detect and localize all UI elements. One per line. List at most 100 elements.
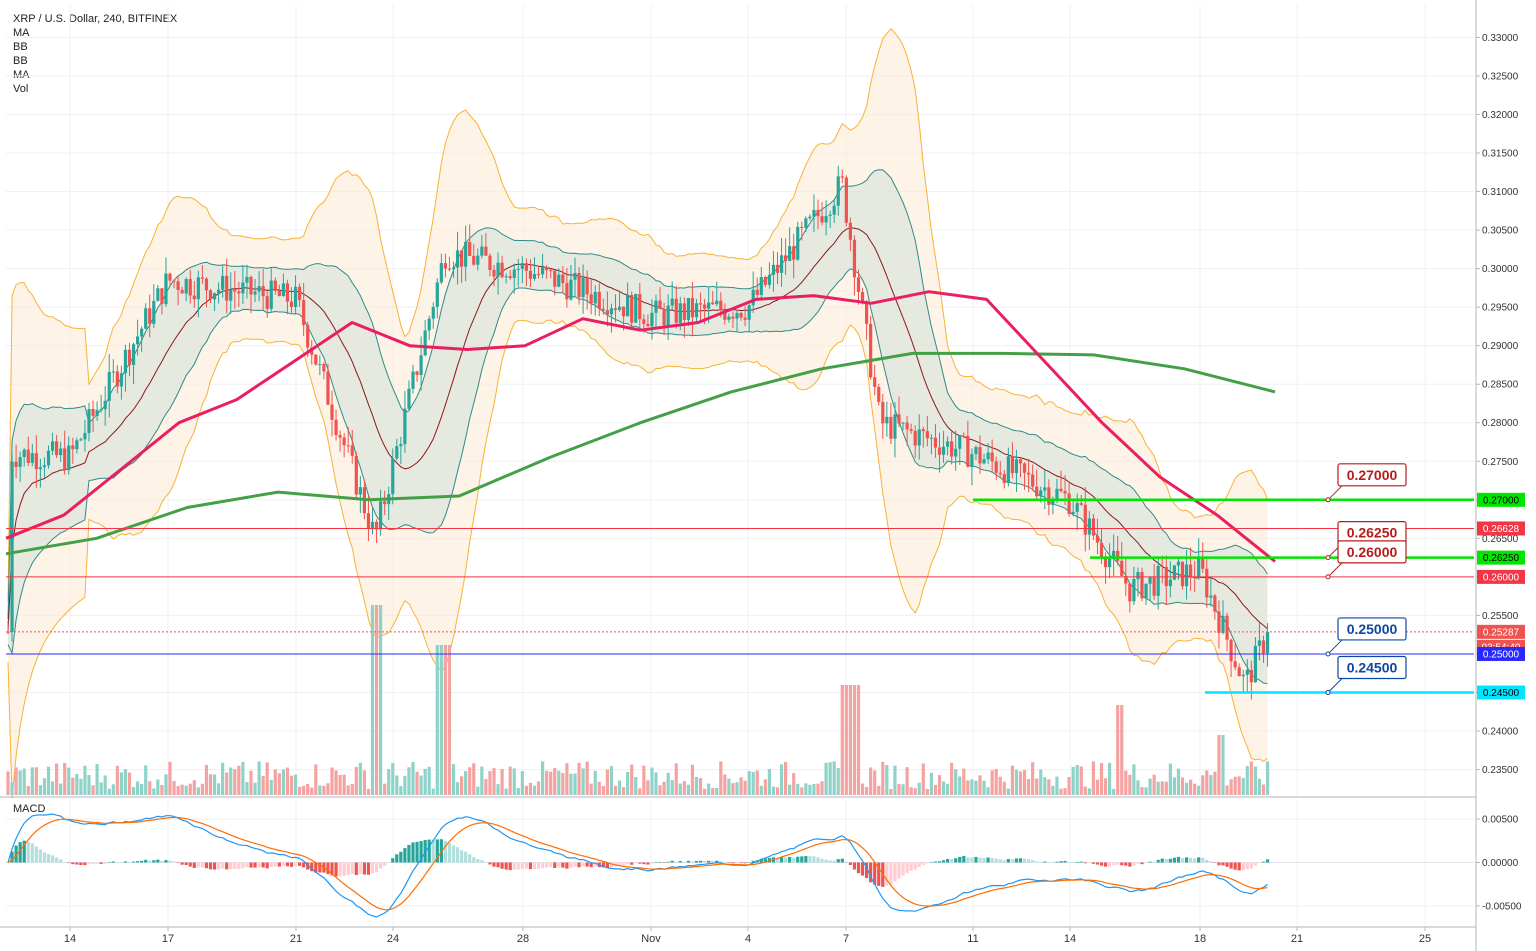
candle-body [994, 461, 998, 473]
macd-histogram-bar [557, 862, 561, 868]
volume-bar [212, 774, 217, 795]
indicator-ma-2[interactable]: MA [13, 69, 30, 81]
macd-histogram-bar [1164, 858, 1168, 863]
macd-histogram-bar [172, 861, 176, 863]
macd-histogram-bar [1148, 861, 1152, 863]
volume-bar [626, 771, 630, 795]
volume-bar [38, 785, 42, 795]
volume-bar [1071, 766, 1075, 795]
y-tick-label: 0.30000 [1482, 264, 1519, 275]
macd-histogram-bar [111, 861, 115, 863]
volume-bar [427, 766, 431, 795]
macd-histogram-bar [666, 861, 670, 863]
candle-body [690, 297, 695, 318]
bb-outer-fill [8, 28, 1268, 799]
macd-histogram-bar [727, 862, 731, 863]
candle-body [1172, 565, 1176, 580]
candle-body [824, 215, 828, 223]
macd-histogram-bar [1031, 860, 1035, 863]
callout-label: 0.25000 [1347, 621, 1398, 637]
macd-histogram-bar [269, 862, 273, 867]
indicator-vol[interactable]: Vol [13, 83, 29, 95]
candle-body [703, 304, 707, 309]
candle-body [63, 448, 67, 471]
macd-pane-label[interactable]: MACD [13, 803, 46, 815]
volume-bar [289, 775, 294, 795]
volume-bar [808, 784, 812, 795]
volume-bar [682, 781, 686, 795]
macd-histogram-bar [285, 862, 290, 867]
volume-bar [119, 772, 123, 795]
axis-price-badge: 0.25000 [1477, 646, 1525, 661]
candle-body [982, 459, 986, 464]
bb-basis-line [7, 227, 1268, 632]
volume-bar [298, 786, 302, 795]
volume-bar [233, 769, 237, 795]
macd-histogram-bar [415, 841, 419, 863]
volume-bar [1209, 774, 1213, 795]
volume-bar [350, 783, 354, 795]
volume-bar [1002, 781, 1006, 795]
x-tick-label: 14 [1064, 933, 1076, 945]
macd-histogram-bar [212, 862, 217, 870]
macd-histogram-bar [1261, 861, 1266, 863]
callout-label: 0.26000 [1347, 544, 1398, 560]
callout-pointer [1327, 678, 1343, 693]
macd-histogram-bar [103, 862, 107, 864]
volume-bar [1006, 788, 1010, 795]
candle-body [123, 349, 128, 374]
macd-histogram-bar [844, 861, 848, 863]
callout-anchor [1325, 497, 1331, 503]
candle-body [208, 290, 213, 300]
candle-body [225, 275, 229, 301]
macd-histogram-bar [18, 842, 22, 863]
volume-bar [974, 780, 978, 795]
volume-bar [881, 761, 885, 795]
candle-body [59, 448, 63, 456]
volume-bar [192, 780, 196, 795]
macd-histogram-bar [937, 861, 942, 863]
volume-bar [889, 788, 893, 795]
volume-bar [1083, 786, 1087, 795]
indicator-ma-1[interactable]: MA [13, 27, 30, 39]
price-callout: 0.25000 [1325, 617, 1407, 657]
volume-bar [1257, 778, 1262, 795]
volume-bar [723, 774, 727, 795]
macd-histogram-bar [310, 862, 314, 872]
candle-body [318, 364, 322, 366]
macd-histogram-bar [289, 862, 294, 867]
macd-histogram-bar [46, 853, 51, 863]
volume-bar [241, 761, 245, 795]
macd-histogram-bar [954, 858, 958, 863]
candle-body [10, 461, 14, 632]
candle-body [184, 279, 188, 294]
candle-body [512, 269, 516, 279]
indicator-bb-2[interactable]: BB [13, 55, 28, 67]
macd-histogram-bar [1160, 858, 1164, 863]
candle-body [75, 440, 79, 450]
volume-bar [528, 782, 533, 795]
macd-histogram-bar [634, 862, 638, 864]
candle-body [751, 289, 755, 306]
volume-bar [1184, 782, 1189, 795]
candle-body [593, 291, 597, 304]
macd-histogram-bar [536, 862, 541, 869]
x-tick-label: Nov [641, 933, 661, 945]
candle-body [962, 435, 966, 437]
volume-bar [994, 769, 998, 795]
candle-body [1201, 556, 1205, 569]
macd-histogram-bar [407, 844, 411, 863]
volume-bar [848, 685, 852, 795]
y-tick-label: 0.29500 [1482, 303, 1519, 314]
volume-bar [488, 771, 492, 795]
candle-body [346, 445, 350, 447]
volume-bar [1237, 776, 1241, 795]
volume-bar [1014, 769, 1019, 795]
indicator-bb-1[interactable]: BB [13, 41, 28, 53]
candle-body [1051, 499, 1055, 505]
macd-histogram-bar [245, 862, 249, 868]
candle-body [707, 302, 711, 309]
volume-bar [986, 787, 990, 795]
macd-histogram-bar [670, 860, 674, 863]
